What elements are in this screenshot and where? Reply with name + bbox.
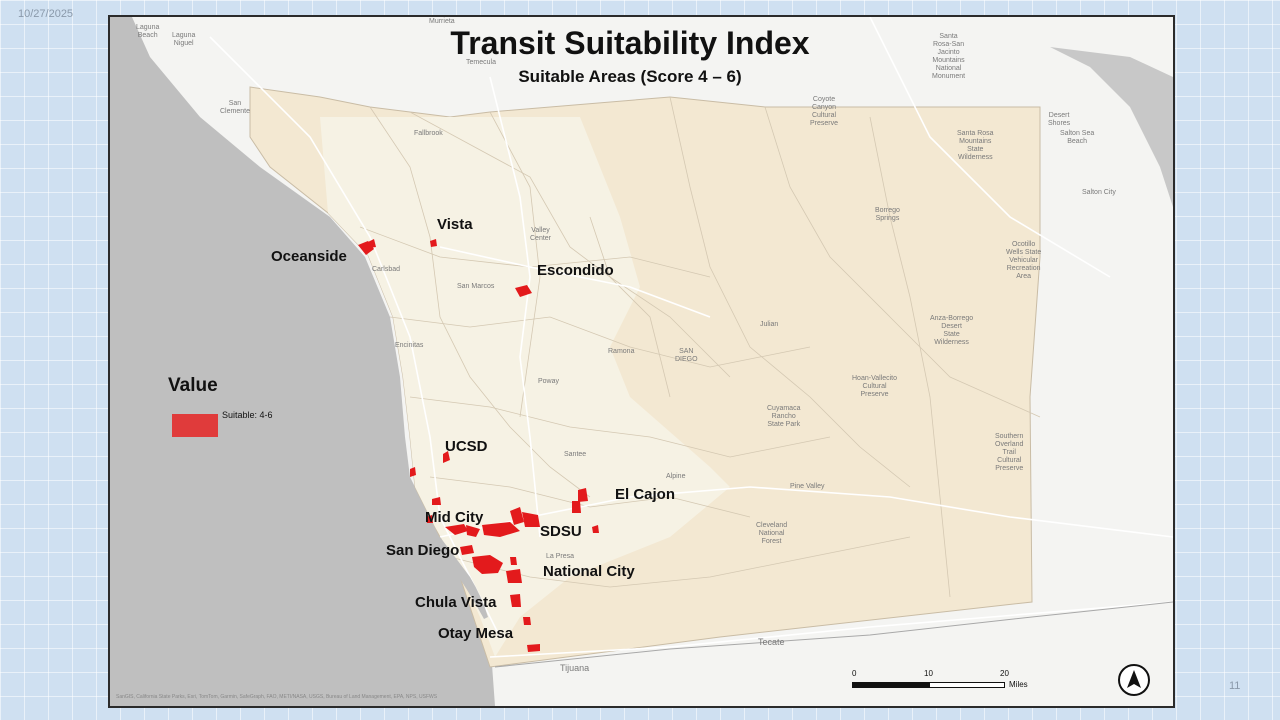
city-label-vista: Vista [437,216,473,233]
basemap-label-alpine: Alpine [666,473,686,480]
basemap-label-murrieta: Murrieta [429,18,455,25]
san-diego-bay [438,537,488,619]
north-arrow-icon [1118,664,1150,696]
scale-segment-dark [852,682,929,688]
city-label-el-cajon: El Cajon [615,486,676,503]
basemap-label-carlsbad: Carlsbad [372,266,401,273]
city-label-escondido: Escondido [537,262,614,279]
city-label-sdsu: SDSU [540,523,582,540]
basemap [110,17,1173,706]
basemap-label-laguna-niguel: Laguna Niguel [172,32,196,47]
basemap-label-fallbrook: Fallbrook [414,130,443,137]
western-districts [320,117,730,657]
basemap-label-san-clemente: San Clemente [220,100,250,115]
city-label-mid-city: Mid City [425,509,484,526]
basemap-label-desert-shores: Desert Shores [1048,112,1071,127]
basemap-label-valley-center: Valley Center [530,227,552,242]
basemap-label-encinitas: Encinitas [395,342,424,349]
basemap-label-pine-valley: Pine Valley [790,483,825,490]
basemap-label-salton-city: Salton City [1082,189,1116,196]
basemap-label-san-marcos: San Marcos [457,283,495,290]
city-label-otay-mesa: Otay Mesa [438,625,514,642]
suitable-area-el-cajon-2 [572,501,581,513]
scale-tick-0: 0 [852,669,857,678]
suitable-area-la-jolla [410,467,416,477]
legend-label-suitable: Suitable: 4-6 [222,410,273,420]
suitable-area-escondido [515,285,532,297]
salton-sea [1050,47,1173,207]
suitable-area-chula-vista [510,594,521,607]
slide-date: 10/27/2025 [18,8,74,20]
suitable-area-downtown-2 [460,545,474,555]
scale-tick-10: 10 [924,669,933,678]
basemap-label-ocotillo-wells: Ocotillo Wells State Vehicular Recreation Ar… [1006,241,1042,280]
suitable-area-north-park [432,497,441,505]
suitable-area-sdsu [510,507,524,525]
city-label-chula-vista: Chula Vista [415,594,497,611]
basemap-label-ramona: Ramona [608,348,635,355]
suitable-area-oceanside-2 [368,239,376,248]
suitable-area-chula-vista-2 [523,617,531,625]
scale-segment-light [929,682,1005,688]
slide-number: 11 [1229,680,1241,692]
suitable-area-national-city-2 [510,557,517,565]
suitable-area-lemon-grove [592,525,599,533]
scale-tick-20: 20 [1000,669,1009,678]
suitable-area-el-cajon [578,488,588,502]
basemap-label-poway: Poway [538,378,560,385]
city-label-ucsd: UCSD [445,438,488,455]
map-title: Transit Suitability Index [450,25,810,61]
basemap-label-cuyamaca: Cuyamaca Rancho State Park [767,405,801,428]
suitable-areas [358,239,599,652]
basemap-label-cleveland: Cleveland National Forest [756,522,788,545]
basemap-label-anza-borrego: Anza-Borrego Desert State Wilderness [930,315,974,346]
city-label-oceanside: Oceanside [271,248,347,265]
scale-unit: Miles [1009,680,1028,689]
basemap-label-hoan-valletito: Hoan-Vallecito Cultural Preserve [852,375,898,398]
basemap-label-coyote-canyon: Coyote Canyon Cultural Preserve [810,96,839,127]
city-label-national-city: National City [543,563,635,580]
legend-title: Value [168,375,218,396]
suitable-area-otay-mesa [527,644,540,652]
suitable-area-ucsd [443,451,450,463]
suitable-area-sdsu-2 [522,512,540,527]
city-label-san-diego: San Diego [386,542,460,559]
basemap-label-la-presa: La Presa [546,553,575,560]
basemap-label-borrego-springs: Borrego Springs [875,207,900,222]
basemap-label-santa-rosa-san-jacinto: Santa Rosa-San Jacinto Mountains National Mon… [932,33,966,80]
basemap-label-santee: Santee [564,451,587,458]
basemap-label-southern-overland: Southern Overland Trail Cultural Preserve [995,433,1024,472]
suitable-area-vista [430,239,437,247]
suitable-area-clairemont [426,515,433,523]
basemap-label-tecate: Tecate [758,637,785,647]
suitable-area-mid-city [445,524,468,535]
basemap-label-laguna-beach: Laguna Beach [136,24,160,39]
basemap-label-tijuana: Tijuana [560,663,590,673]
suitable-area-mid-city-3 [482,522,520,537]
basemap-label-san-diego-county: SAN DIEGO [675,348,698,363]
basemap-label-salton-sea-beach: Salton Sea Beach [1060,130,1095,145]
basemap-label-santa-rosa-mountains: Santa Rosa Mountains State Wilderness [957,130,994,161]
suitable-area-downtown [472,555,503,574]
map-frame[interactable]: Transit Suitability Index Suitable Areas… [108,15,1175,708]
basemap-label-julian: Julian [760,321,779,328]
suitable-area-mid-city-2 [466,525,480,537]
map-attribution: SanGIS, California State Parks, Esri, To… [116,694,438,700]
scale-bar: 0 10 20 Miles [852,669,1112,697]
suitable-area-national-city [506,569,522,583]
international-border [494,601,1173,668]
legend-swatch-suitable [172,414,218,437]
basemap-label-temecula: Temecula [466,59,496,66]
map-subtitle: Suitable Areas (Score 4 – 6) [518,67,742,86]
pacific-ocean [110,17,495,706]
